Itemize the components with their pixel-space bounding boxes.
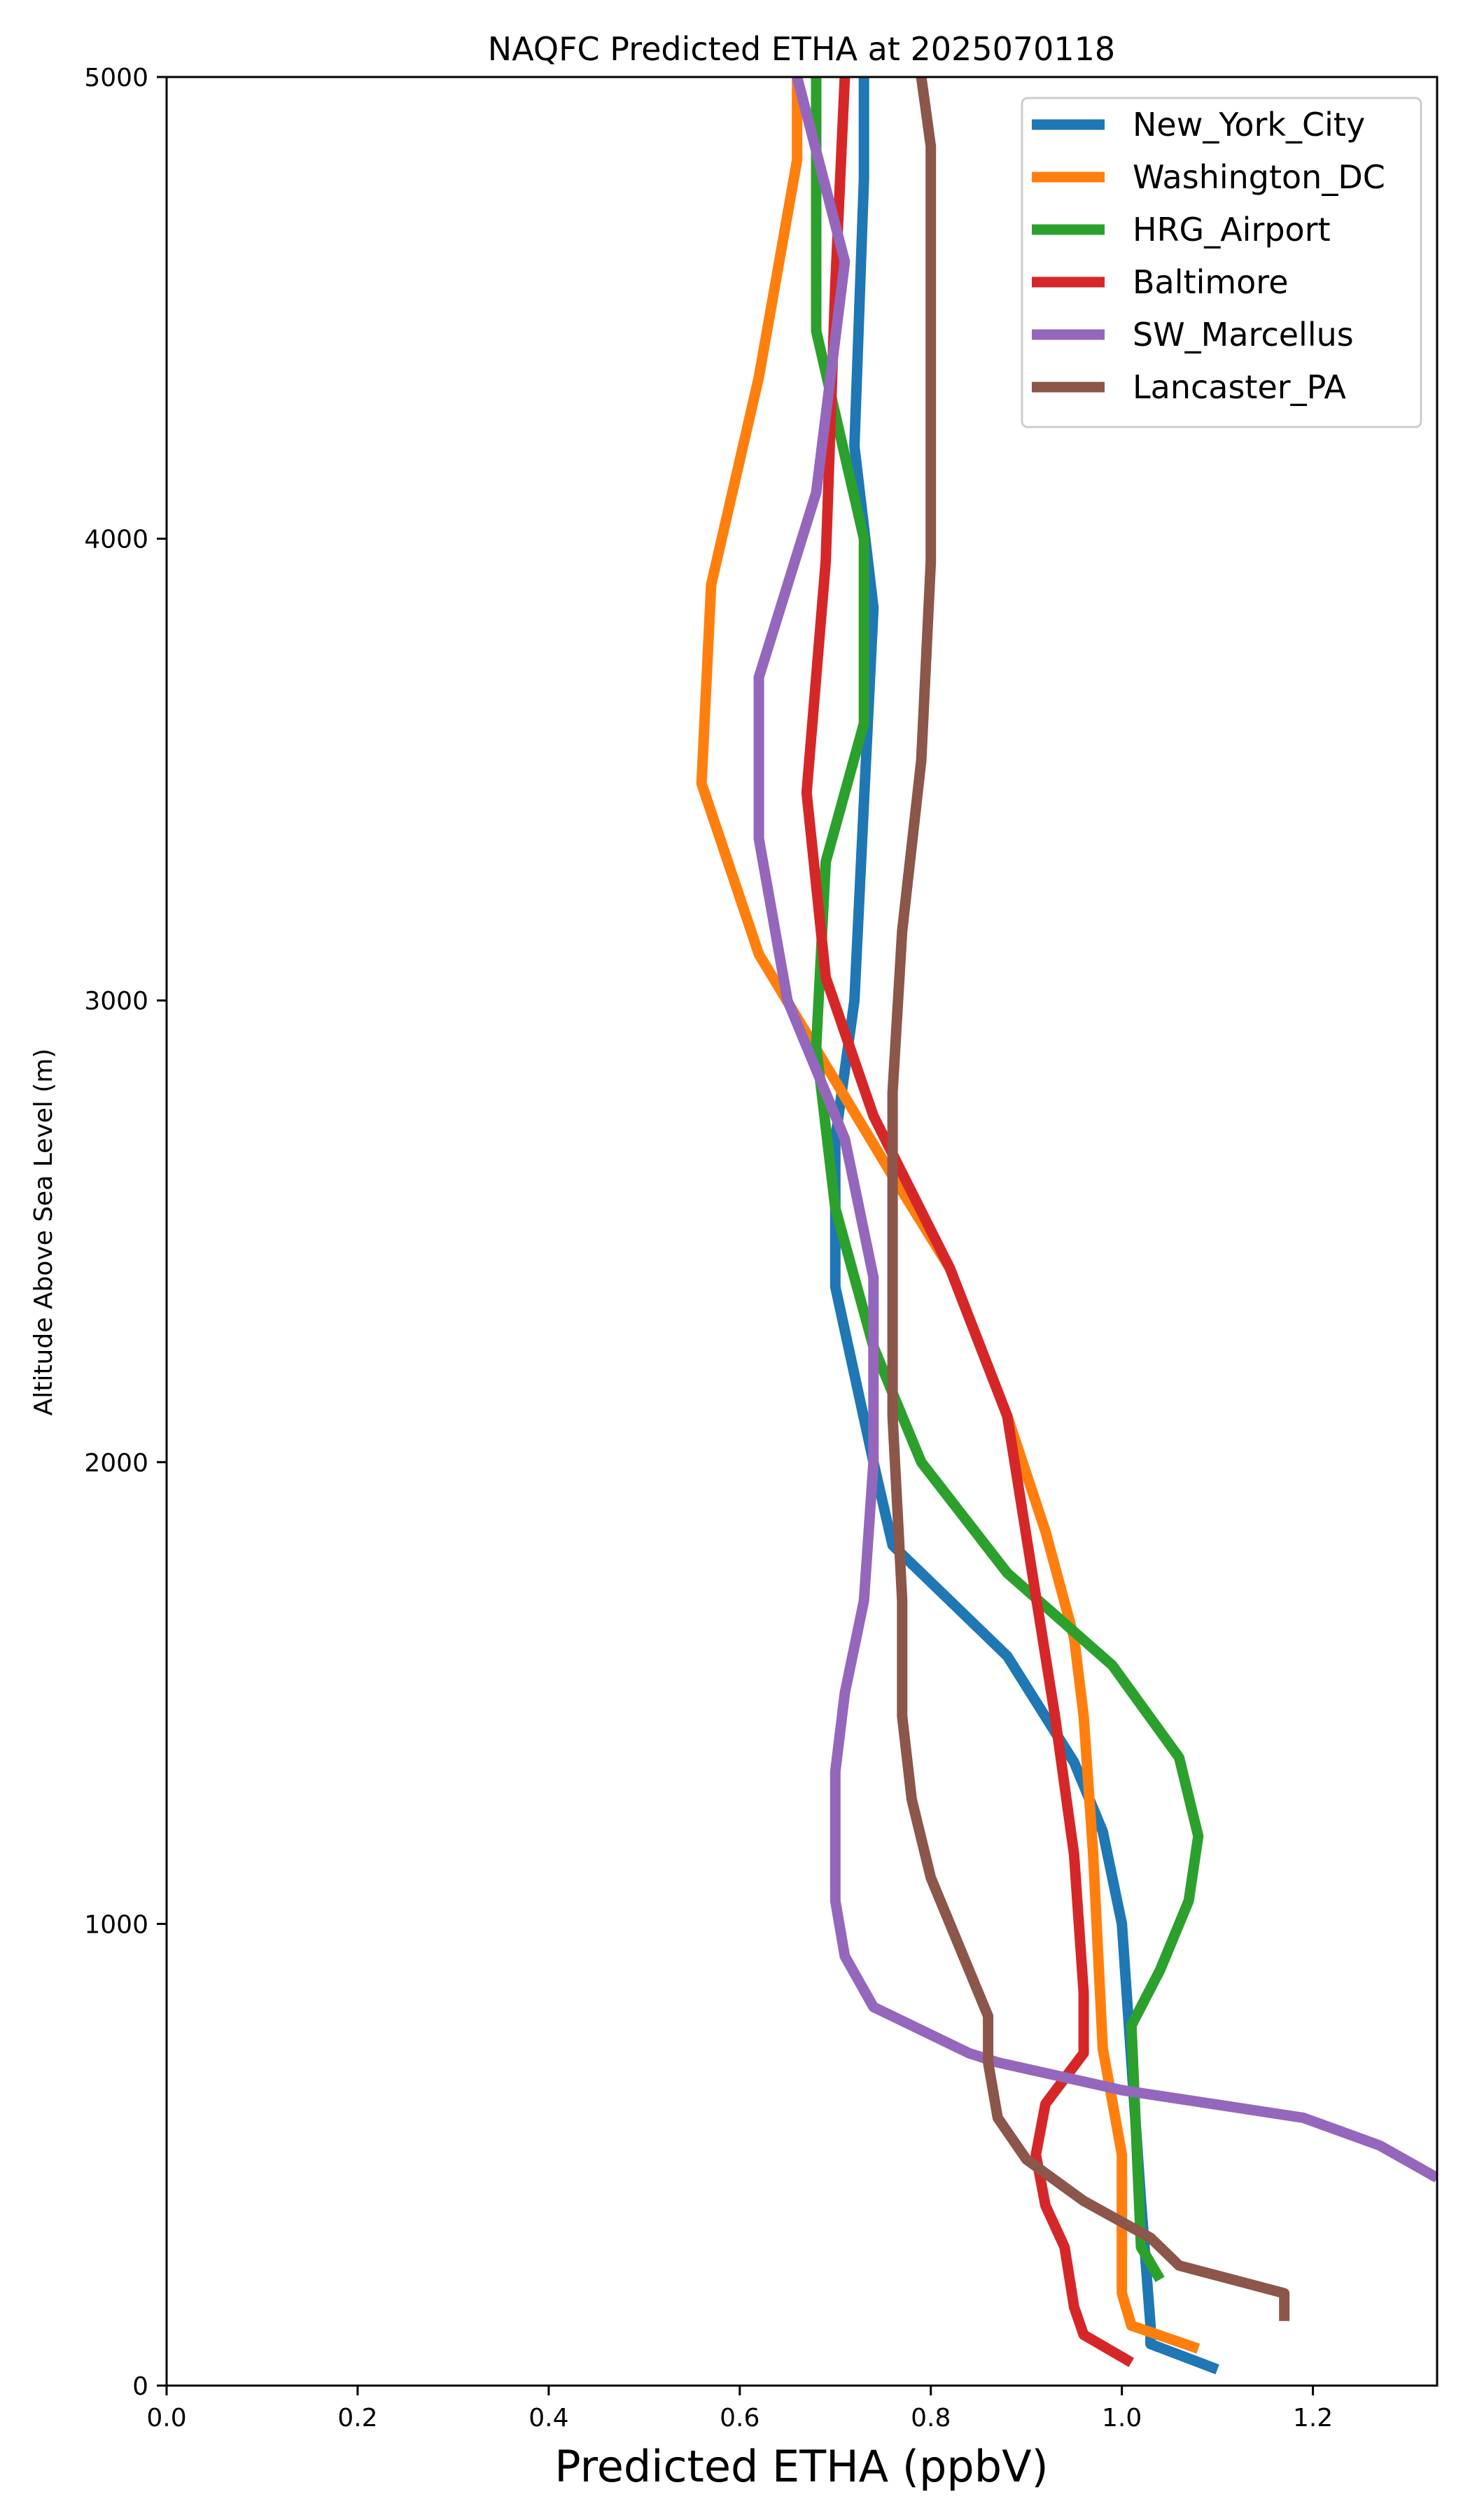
series-line-lancaster-pa — [887, 77, 1290, 2321]
x-tick-label: 1.0 — [1102, 2404, 1142, 2432]
series-line-hrg-airport — [811, 77, 1204, 2283]
legend-label: Baltimore — [1133, 263, 1289, 301]
plot-lines — [696, 77, 1437, 2374]
y-tick-label: 1000 — [84, 1910, 148, 1939]
x-axis-label: Predicted ETHA (ppbV) — [554, 2441, 1048, 2492]
legend-label: HRG_Airport — [1133, 211, 1331, 248]
y-tick-label: 2000 — [84, 1449, 148, 1478]
series-line-washington-dc — [696, 77, 1200, 2354]
y-tick-label: 3000 — [84, 987, 148, 1016]
legend: New_York_City Washington_DC HRG_Airport Bal… — [1021, 97, 1422, 428]
legend-label: Lancaster_PA — [1133, 368, 1346, 406]
x-tick-label: 0.0 — [146, 2404, 186, 2432]
series-line-sw-marcellus — [753, 77, 1437, 2183]
x-axis: 0.0 0.2 0.4 0.6 0.8 1.0 1.2 — [146, 2386, 1333, 2432]
series-line-baltimore — [801, 77, 1135, 2367]
y-axis: 0 1000 2000 3000 4000 5000 — [84, 64, 167, 2401]
y-tick-label: 0 — [132, 2372, 148, 2401]
legend-box — [1021, 97, 1422, 428]
y-tick-label: 5000 — [84, 64, 148, 92]
x-tick-label: 0.6 — [720, 2404, 760, 2432]
plot-frame — [165, 76, 1438, 2387]
x-tick-label: 1.2 — [1293, 2404, 1333, 2432]
y-axis-label: Altitude Above Sea Level (m) — [29, 1049, 58, 1416]
y-tick-label: 4000 — [84, 526, 148, 554]
x-tick-label: 0.2 — [337, 2404, 377, 2432]
legend-label: Washington_DC — [1133, 158, 1385, 196]
legend-label: SW_Marcellus — [1133, 316, 1354, 354]
chart-title: NAQFC Predicted ETHA at 2025070118 — [488, 30, 1115, 68]
x-tick-label: 0.8 — [911, 2404, 951, 2432]
legend-label: New_York_City — [1133, 106, 1365, 144]
x-tick-label: 0.4 — [528, 2404, 568, 2432]
